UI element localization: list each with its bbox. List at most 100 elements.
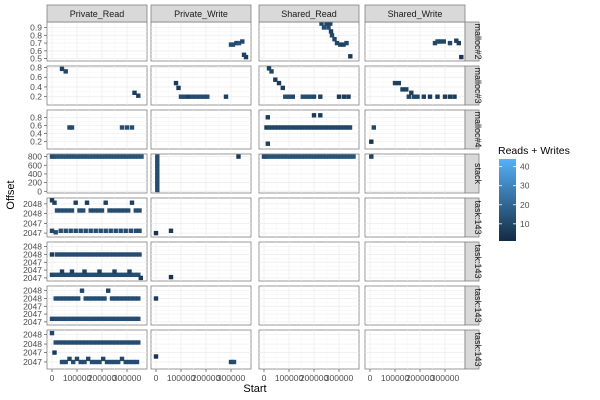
y-tick-label: 2048 [23, 339, 42, 349]
data-tile [87, 272, 92, 277]
data-tile [335, 154, 341, 159]
data-tile [283, 94, 288, 99]
data-tile [68, 272, 73, 277]
data-tile [264, 125, 269, 130]
series-1-1 [173, 80, 229, 99]
y-tick-label: 2047 [23, 309, 42, 319]
data-tile [63, 154, 69, 159]
data-tile [266, 66, 272, 71]
data-tile [74, 356, 80, 362]
data-tile [64, 296, 70, 301]
series-7-1 [153, 354, 237, 365]
data-tile [273, 77, 278, 82]
data-tile [323, 154, 329, 159]
x-tick-label: 100000 [275, 373, 304, 383]
data-tile [92, 208, 97, 213]
data-tile [98, 296, 103, 301]
row-strip-bg [464, 109, 480, 150]
data-tile [348, 54, 353, 59]
data-tile [59, 269, 65, 274]
data-tile [76, 296, 81, 301]
data-tile [329, 125, 335, 130]
panel-background [150, 153, 252, 194]
y-tick-label: 600 [28, 160, 42, 170]
data-tile [53, 316, 58, 321]
data-tile [120, 154, 126, 159]
data-tile [344, 40, 349, 46]
data-tile [138, 275, 143, 281]
panel-1-0 [46, 65, 148, 106]
data-tile [293, 154, 299, 159]
data-tile [311, 154, 317, 159]
panel-background [150, 241, 252, 282]
data-tile [201, 94, 206, 99]
data-tile [78, 228, 83, 233]
row-strip-label: task:143 [473, 200, 483, 234]
data-tile [96, 154, 102, 159]
data-tile [153, 230, 159, 236]
series-2-0 [67, 125, 135, 130]
data-tile [79, 272, 85, 277]
data-tile [369, 154, 374, 159]
data-tile [59, 359, 65, 365]
data-tile [272, 125, 278, 130]
data-tile [84, 154, 90, 159]
data-tile [111, 154, 117, 159]
data-tile [60, 154, 66, 159]
data-tile [124, 125, 130, 130]
panel-2-1 [150, 109, 252, 150]
data-tile [68, 340, 73, 345]
data-tile [326, 154, 332, 159]
legend: Reads + Writes 10 20 30 40 [498, 145, 570, 241]
data-tile [243, 54, 249, 60]
row-strip-bg [464, 197, 480, 238]
row-strips: malloc#2 malloc#3 malloc#4 stack task:143 tas… [464, 21, 483, 370]
data-tile [265, 115, 270, 120]
data-tile [93, 359, 98, 365]
data-tile [82, 269, 87, 274]
data-tile [396, 80, 401, 86]
data-tile [128, 272, 133, 277]
data-tile [109, 296, 115, 301]
data-tile [122, 208, 127, 213]
data-tile [109, 316, 115, 321]
series-3-1 [155, 154, 241, 193]
y-tick-label: 2047 [23, 317, 42, 327]
data-tile [76, 316, 81, 321]
data-tile [409, 90, 414, 95]
data-tile [72, 296, 77, 301]
data-tile [323, 125, 329, 130]
data-tile [49, 272, 55, 277]
row-strip-label: task:143 [473, 288, 483, 322]
data-tile [112, 359, 117, 365]
y-tick-label: 0.7 [30, 38, 42, 48]
data-tile [102, 316, 107, 321]
data-tile [338, 154, 344, 159]
data-tile [284, 154, 290, 159]
panel-background [364, 65, 466, 106]
data-tile [293, 125, 299, 130]
y-tick-label: 0.5 [30, 54, 42, 64]
data-tile [117, 272, 122, 277]
y-tick-label: 400 [28, 169, 42, 179]
data-tile [136, 316, 141, 321]
data-tile [299, 125, 305, 130]
data-tile [73, 200, 78, 205]
data-tile [136, 93, 141, 98]
data-tile [305, 154, 311, 159]
data-tile [94, 316, 100, 321]
y-tick-label: 2047 [23, 301, 42, 311]
x-tick-label: 0 [262, 373, 267, 383]
data-tile [236, 40, 242, 46]
data-tile [96, 252, 101, 257]
data-tile [308, 94, 313, 99]
data-tile [49, 228, 55, 233]
data-tile [131, 359, 136, 365]
data-tile [290, 94, 295, 99]
x-tick-label: 100000 [381, 373, 410, 383]
data-tile [113, 272, 118, 277]
x-tick-label: 200000 [192, 373, 221, 383]
data-tile [72, 272, 77, 277]
data-tile [308, 154, 314, 159]
data-tile [118, 252, 123, 257]
